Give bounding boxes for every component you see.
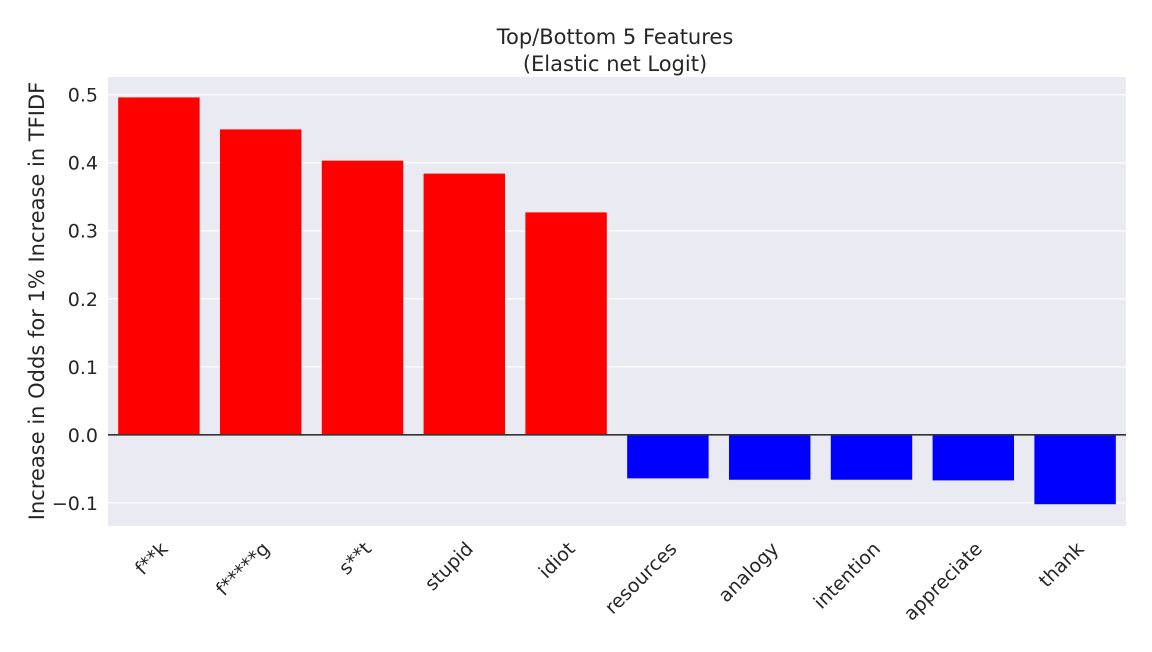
x-tick-label: resources (601, 538, 682, 619)
x-tick-label: intention (809, 538, 885, 614)
bar-0 (118, 97, 200, 435)
bar-9 (1034, 434, 1116, 505)
bar-7 (830, 434, 913, 480)
y-tick-label: 0.4 (68, 153, 98, 175)
bar-4 (525, 212, 607, 435)
chart-subtitle: (Elastic net Logit) (523, 52, 707, 76)
y-axis-label: Increase in Odds for 1% Increase in TFID… (25, 82, 49, 520)
bar-1 (219, 129, 302, 435)
y-tick-label: −0.1 (52, 493, 98, 515)
bar-8 (932, 434, 1015, 481)
x-tick-label: stupid (421, 538, 478, 595)
x-tick-label: f*****g (212, 538, 274, 600)
x-tick-label: s**t (335, 538, 376, 579)
x-tick-label: f**k (131, 538, 173, 580)
bar-6 (728, 434, 811, 480)
y-tick-label: 0.1 (68, 357, 98, 379)
y-tick-label: 0.5 (68, 85, 98, 107)
y-tick-label: 0.2 (68, 289, 98, 311)
bar-3 (423, 173, 506, 435)
bar-2 (321, 160, 404, 435)
y-tick-label: 0.0 (68, 425, 98, 447)
x-tick-label: idiot (535, 538, 580, 583)
y-tick-label: 0.3 (68, 221, 98, 243)
x-tick-label: analogy (714, 538, 783, 607)
x-tick-label: appreciate (900, 538, 987, 625)
x-tick-label: thank (1035, 538, 1089, 592)
chart-title: Top/Bottom 5 Features (496, 25, 734, 49)
bar-5 (627, 434, 709, 479)
